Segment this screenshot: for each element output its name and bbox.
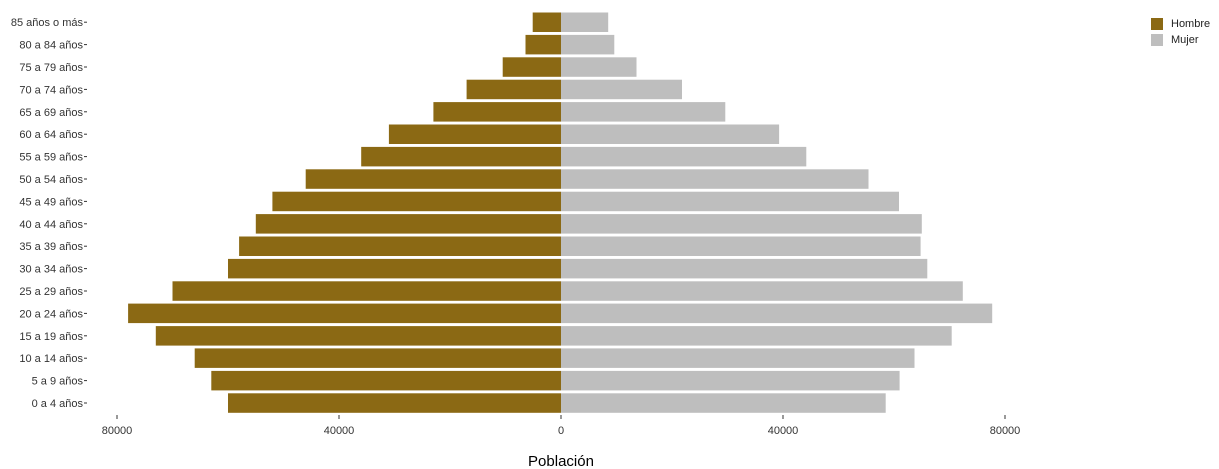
bar-hombre-1	[211, 370, 562, 391]
bar-hombre-7	[239, 236, 561, 256]
bar-hombre-3	[155, 326, 562, 346]
y-tick-label: 75 a 79 años	[19, 62, 83, 74]
bar-mujer-9	[561, 191, 899, 212]
x-tick-label: 80000	[990, 425, 1021, 437]
y-tick-label: 45 a 49 años	[19, 196, 83, 208]
y-tick-label: 0 a 4 años	[32, 398, 84, 410]
y-tick-label: 20 a 24 años	[19, 308, 83, 320]
bar-hombre-16	[525, 34, 561, 55]
bar-hombre-14	[466, 79, 561, 100]
x-tick-label: 40000	[768, 425, 799, 437]
bar-mujer-1	[561, 370, 900, 391]
y-tick-label: 15 a 19 años	[19, 331, 83, 343]
bar-mujer-12	[561, 124, 780, 144]
bar-mujer-13	[561, 102, 726, 122]
bar-mujer-11	[561, 146, 807, 167]
y-axis: 0 a 4 años 5 a 9 años 10 a 14 años 15 a 19 …	[11, 17, 87, 410]
bar-mujer-6	[561, 258, 928, 279]
bar-mujer-0	[561, 393, 886, 413]
x-axis-title: Población	[528, 453, 594, 469]
y-tick-label: 35 a 39 años	[19, 241, 83, 253]
y-tick-label: 85 años o más	[11, 17, 84, 29]
legend-swatch-hombre	[1151, 18, 1163, 30]
bar-mujer-10	[561, 169, 869, 189]
bar-mujer-8	[561, 214, 922, 234]
y-tick-label: 65 a 69 años	[19, 107, 83, 119]
bar-mujer-4	[561, 303, 993, 324]
bar-hombre-17	[532, 12, 561, 32]
x-tick-label: 80000	[102, 425, 133, 437]
bar-hombre-8	[255, 214, 562, 234]
legend-swatch-mujer	[1151, 34, 1163, 46]
legend: Hombre Mujer	[1151, 16, 1210, 48]
y-tick-label: 5 a 9 años	[32, 376, 84, 388]
x-tick-label: 40000	[324, 425, 355, 437]
y-tick-label: 10 a 14 años	[19, 353, 83, 365]
y-tick-label: 40 a 44 años	[19, 219, 83, 231]
bar-hombre-2	[194, 348, 561, 368]
x-axis: 80000 40000 0 40000 80000	[102, 415, 1021, 437]
bar-mujer-15	[561, 57, 637, 77]
bar-hombre-0	[228, 393, 561, 413]
bar-hombre-15	[502, 57, 561, 77]
legend-item-hombre: Hombre	[1151, 16, 1210, 32]
y-tick-label: 70 a 74 años	[19, 84, 83, 96]
y-tick-label: 55 a 59 años	[19, 152, 83, 164]
y-tick-label: 60 a 64 años	[19, 129, 83, 141]
y-tick-label: 30 a 34 años	[19, 264, 83, 276]
bar-hombre-6	[228, 258, 561, 279]
y-tick-label: 50 a 54 años	[19, 174, 83, 186]
legend-item-mujer: Mujer	[1151, 32, 1210, 48]
bar-hombre-9	[272, 191, 561, 212]
bars-layer	[128, 12, 993, 413]
bar-hombre-11	[361, 146, 561, 167]
bar-mujer-16	[561, 34, 615, 55]
bar-hombre-4	[128, 303, 561, 324]
bar-mujer-2	[561, 348, 915, 368]
bar-mujer-5	[561, 281, 963, 301]
legend-label-mujer: Mujer	[1171, 34, 1199, 46]
bar-mujer-3	[561, 326, 952, 346]
bar-mujer-7	[561, 236, 921, 256]
bar-hombre-10	[305, 169, 561, 189]
bar-mujer-14	[561, 79, 682, 100]
bar-hombre-13	[433, 102, 562, 122]
y-tick-label: 80 a 84 años	[19, 40, 83, 52]
y-tick-label: 25 a 29 años	[19, 286, 83, 298]
bar-hombre-12	[388, 124, 561, 144]
x-tick-label: 0	[558, 425, 564, 437]
bar-mujer-17	[561, 12, 609, 32]
bar-hombre-5	[172, 281, 561, 301]
legend-label-hombre: Hombre	[1171, 18, 1211, 30]
